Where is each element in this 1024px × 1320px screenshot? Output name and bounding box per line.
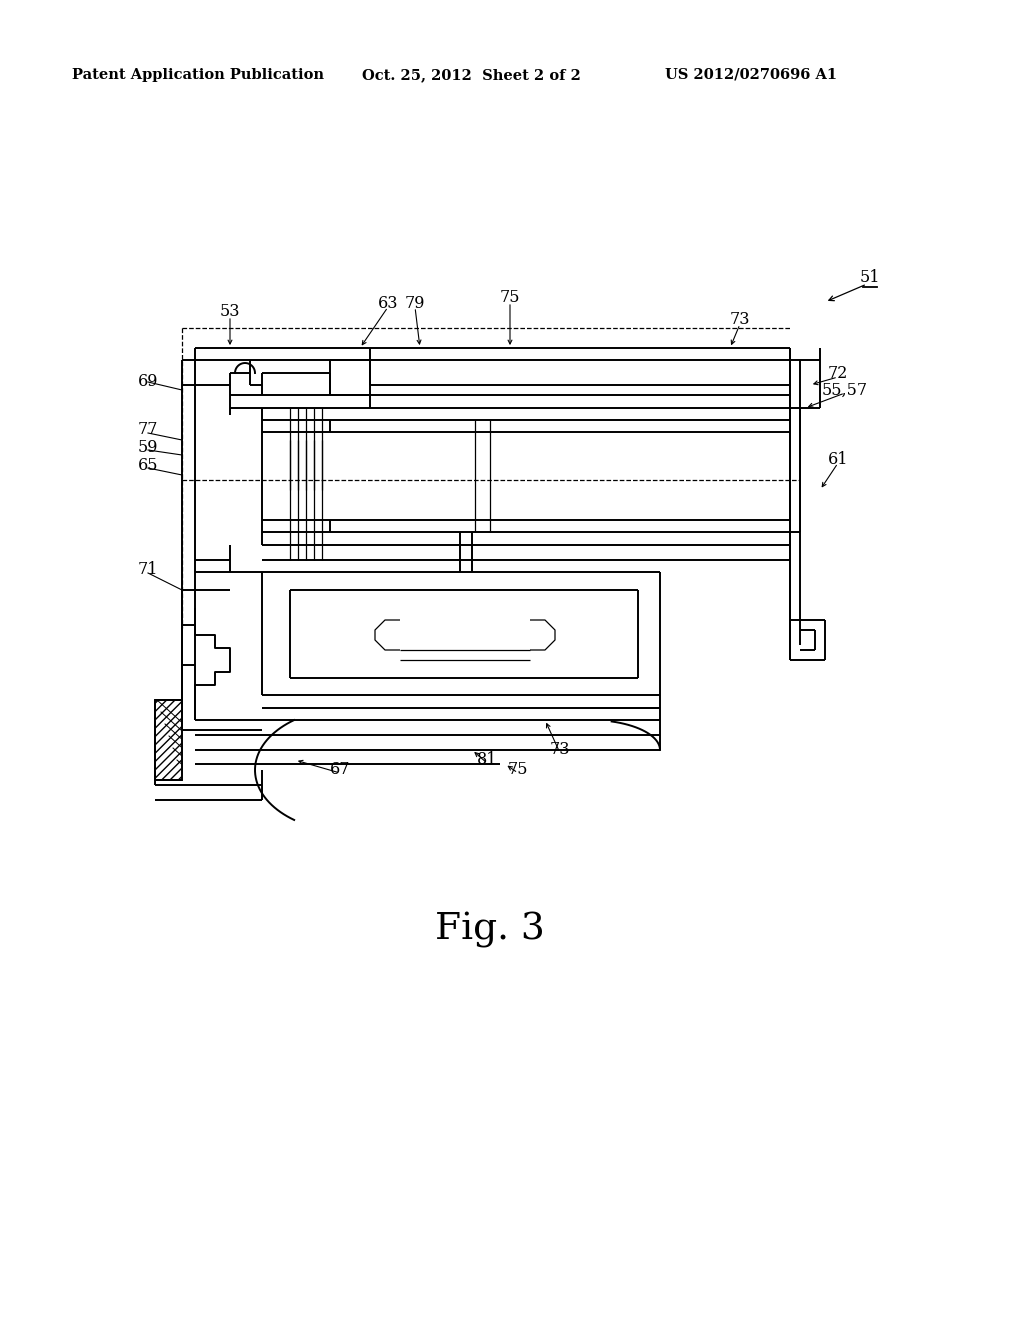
Text: 55,57: 55,57 xyxy=(822,381,868,399)
Text: 71: 71 xyxy=(138,561,159,578)
Polygon shape xyxy=(155,700,182,780)
Text: 69: 69 xyxy=(138,374,159,391)
Text: 63: 63 xyxy=(378,294,398,312)
Text: US 2012/0270696 A1: US 2012/0270696 A1 xyxy=(665,69,838,82)
Text: 75: 75 xyxy=(500,289,520,306)
Text: 77: 77 xyxy=(138,421,159,438)
Text: 59: 59 xyxy=(138,440,159,457)
Text: Oct. 25, 2012  Sheet 2 of 2: Oct. 25, 2012 Sheet 2 of 2 xyxy=(362,69,581,82)
Text: 75: 75 xyxy=(508,762,528,779)
Text: 81: 81 xyxy=(477,751,498,768)
Text: 65: 65 xyxy=(138,458,159,474)
Text: Patent Application Publication: Patent Application Publication xyxy=(72,69,324,82)
Text: 67: 67 xyxy=(330,762,350,779)
Text: Fig. 3: Fig. 3 xyxy=(435,912,545,948)
Text: 73: 73 xyxy=(550,742,570,759)
Text: 61: 61 xyxy=(827,451,848,469)
Text: 53: 53 xyxy=(220,304,241,321)
Text: 51: 51 xyxy=(860,269,881,286)
Text: 73: 73 xyxy=(730,312,751,329)
Text: 72: 72 xyxy=(827,364,848,381)
Text: 79: 79 xyxy=(404,294,425,312)
